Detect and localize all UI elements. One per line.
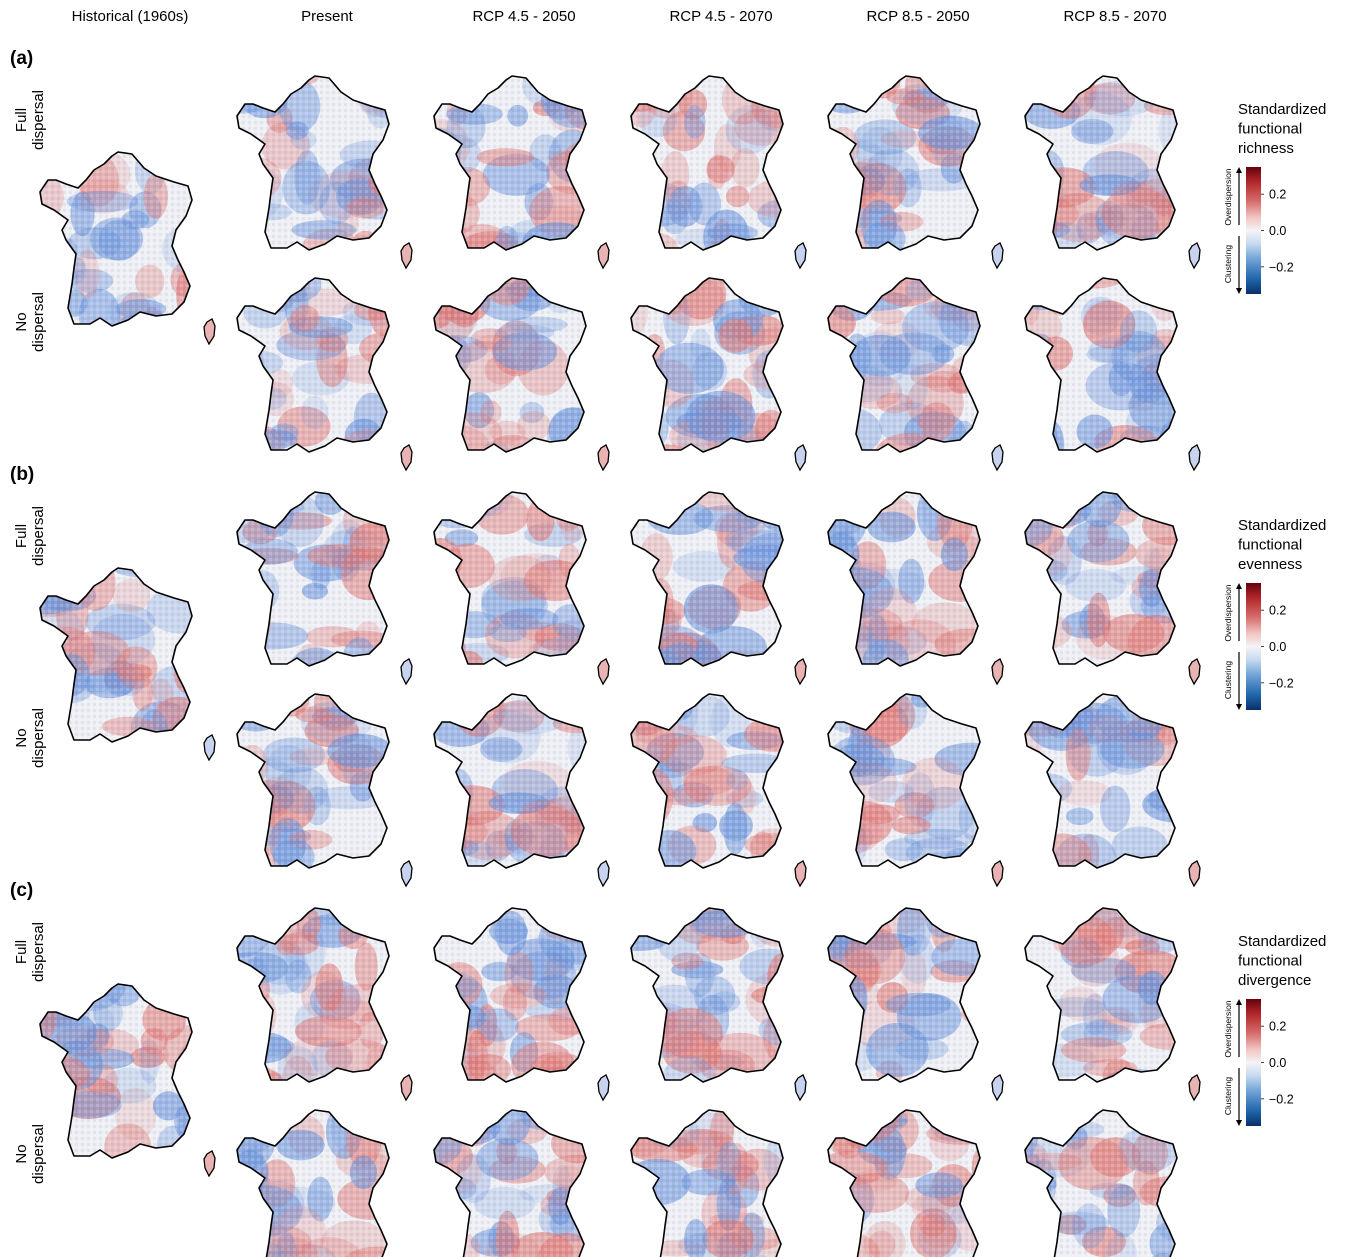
legend-title: functional [1238,953,1302,970]
map-present-full-dispersal [236,491,413,686]
legend-title: Standardized [1238,101,1326,118]
map-rcp-8-5-2050-full-dispersal [827,75,1004,270]
colorbar-tick-label: −0.2 [1269,1092,1294,1106]
map-present-full-dispersal [236,907,413,1102]
map-rcp-4-5-2070-full-dispersal [630,907,807,1102]
legend: Standardized functional richness 0.2 0.0 −0.2… [1223,101,1326,294]
colorbar-tick-label: 0.2 [1269,604,1286,618]
legend-title: Standardized [1238,517,1326,534]
column-header-rcp85-2050: RCP 8.5 - 2050 [866,8,969,25]
colorbar-tick-label: 0.2 [1269,1020,1286,1034]
map-rcp-4-5-2070-full-dispersal [630,491,807,686]
column-headers: Historical (1960s) Present RCP 4.5 - 205… [72,8,1167,25]
panel-c: (c) Fulldispersal Nodispersal Standardized f… [10,880,1326,1257]
panel-label: (c) [10,880,33,901]
map-rcp-4-5-2070-no-dispersal [630,693,807,888]
clustering-label: Clustering [1223,245,1233,284]
overdispersion-label: Overdispersion [1223,1000,1233,1057]
map-rcp-4-5-2050-no-dispersal [433,1109,587,1257]
colorbar-tick-label: 0.0 [1269,1056,1286,1070]
row-label-full-dispersal: Fulldispersal [13,922,47,982]
panel-label: (a) [10,48,33,69]
panel-a: (a) Fulldispersal Nodispersal Standardized f… [10,48,1326,472]
legend-title: functional [1238,121,1302,138]
map-rcp-8-5-2050-no-dispersal [827,1109,981,1257]
map-rcp-8-5-2050-full-dispersal [827,907,1004,1102]
overdispersion-label: Overdispersion [1223,168,1233,225]
map-rcp-8-5-2070-no-dispersal [1024,277,1201,472]
column-header-rcp45-2050: RCP 4.5 - 2050 [472,8,575,25]
map-rcp-8-5-2070-no-dispersal [1024,693,1201,888]
column-header-rcp45-2070: RCP 4.5 - 2070 [669,8,772,25]
colorbar [1246,167,1261,294]
column-header-rcp85-2070: RCP 8.5 - 2070 [1063,8,1166,25]
colorbar [1246,583,1261,710]
map-present-no-dispersal [236,277,413,472]
map-rcp-4-5-2070-full-dispersal [630,75,807,270]
colorbar-tick-label: 0.2 [1269,188,1286,202]
map-rcp-8-5-2050-no-dispersal [827,277,1004,472]
colorbar-tick-label: 0.0 [1269,224,1286,238]
overdispersion-label: Overdispersion [1223,584,1233,641]
legend-title: functional [1238,537,1302,554]
colorbar-tick-label: −0.2 [1269,260,1294,274]
clustering-label: Clustering [1223,661,1233,700]
map-present-no-dispersal [236,1109,390,1257]
map-historical [39,151,216,346]
colorbar-tick-label: 0.0 [1269,640,1286,654]
map-rcp-4-5-2050-no-dispersal [433,693,610,888]
clustering-label: Clustering [1223,1077,1233,1116]
map-rcp-8-5-2070-full-dispersal [1024,907,1201,1102]
map-rcp-4-5-2050-no-dispersal [433,277,610,472]
map-rcp-8-5-2070-full-dispersal [1024,491,1201,686]
map-present-full-dispersal [236,75,413,270]
colorbar [1246,999,1261,1126]
row-label-full-dispersal: Fulldispersal [13,90,47,150]
map-rcp-8-5-2050-no-dispersal [827,693,1004,888]
legend-title: richness [1238,140,1294,157]
colorbar-tick-label: −0.2 [1269,676,1294,690]
map-rcp-4-5-2070-no-dispersal [630,1109,784,1257]
column-header-historical: Historical (1960s) [72,8,189,25]
map-rcp-4-5-2050-full-dispersal [433,907,610,1102]
legend-title: evenness [1238,556,1302,573]
column-header-present: Present [301,8,354,25]
map-rcp-8-5-2050-full-dispersal [827,491,1004,686]
map-rcp-4-5-2050-full-dispersal [433,491,610,686]
map-rcp-8-5-2070-no-dispersal [1024,1109,1178,1257]
map-rcp-8-5-2070-full-dispersal [1024,75,1201,270]
row-label-full-dispersal: Fulldispersal [13,506,47,566]
legend: Standardized functional divergence 0.2 0.0 −0… [1223,933,1326,1126]
legend-title: Standardized [1238,933,1326,950]
map-present-no-dispersal [236,693,413,888]
map-rcp-4-5-2050-full-dispersal [433,75,610,270]
map-rcp-4-5-2070-no-dispersal [630,277,807,472]
legend-title: divergence [1238,972,1311,989]
panel-b: (b) Fulldispersal Nodispersal Standardized f… [10,464,1326,888]
panel-label: (b) [10,464,34,485]
legend: Standardized functional evenness 0.2 0.0 −0.2… [1223,517,1326,710]
row-label-no-dispersal: Nodispersal [13,708,47,768]
row-label-no-dispersal: Nodispersal [13,1124,47,1184]
row-label-no-dispersal: Nodispersal [13,292,47,352]
